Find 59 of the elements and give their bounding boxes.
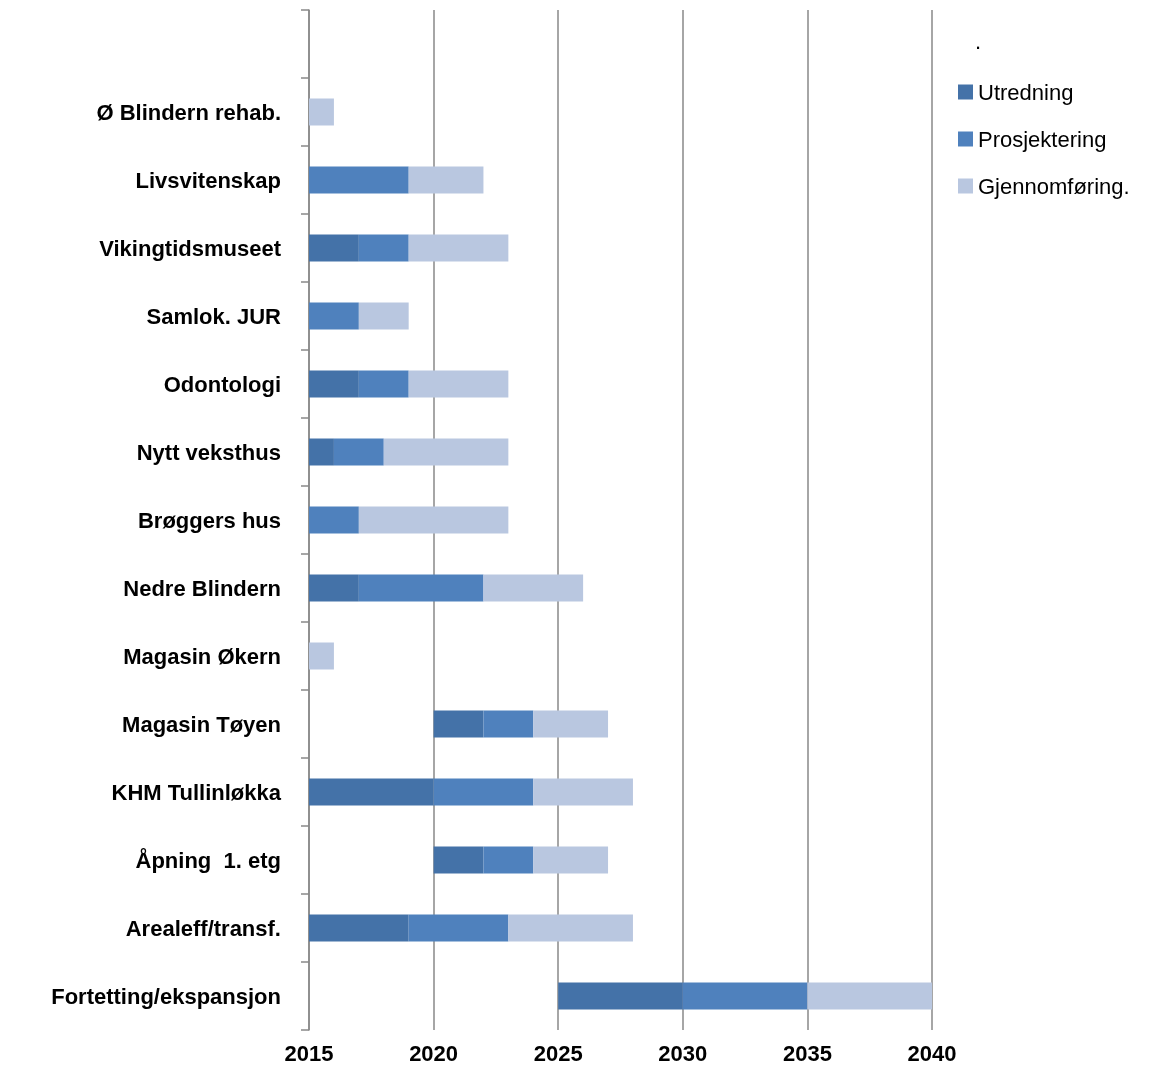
x-tick-label: 2015 [284,1040,334,1066]
bar [309,642,334,670]
bar [358,574,484,602]
y-tick-label: Magasin Tøyen [122,711,281,737]
bar [533,778,633,806]
bar [309,302,359,330]
bar [309,438,334,466]
legend-label: Prosjektering [978,126,1107,152]
x-tick-label: 2030 [658,1040,708,1066]
bar [408,166,484,194]
y-tick-label: Magasin Økern [123,643,281,669]
bar [682,982,808,1010]
bar [358,506,509,534]
bar [408,914,509,942]
bar [483,846,534,874]
bar [483,710,534,738]
y-tick-label: Fortetting/ekspansjon [51,983,281,1009]
y-tick-label: Brøggers hus [137,507,281,533]
bar [533,710,609,738]
bar [309,370,359,398]
y-tick-label: Nytt veksthus [136,439,281,465]
y-tick-label: Samlok. JUR [146,303,282,329]
bar [309,574,359,602]
bar [408,370,509,398]
bar [433,846,484,874]
bar [333,438,384,466]
x-tick-label: 2040 [907,1040,957,1066]
bar [309,914,409,942]
x-tick-label: 2020 [409,1040,459,1066]
y-tick-label: Nedre Blindern [123,575,281,601]
y-tick-label: Odontologi [163,371,281,397]
y-tick-label: KHM Tullinløkka [111,779,282,805]
bar [483,574,584,602]
bar [807,982,932,1010]
legend-label: Gjennomføring. [978,173,1130,199]
x-tick-label: 2025 [533,1040,583,1066]
bar [309,778,434,806]
x-tick-label: 2035 [782,1040,832,1066]
bar [533,846,609,874]
bar [309,98,334,126]
bar [309,166,409,194]
bar [558,982,683,1010]
bar [358,234,409,262]
bar [358,302,409,330]
y-tick-label: Vikingtidsmuseet [99,235,282,261]
bar [383,438,509,466]
bar [433,778,534,806]
bar [508,914,633,942]
y-tick-label: Åpning 1. etg [135,846,281,873]
bar [408,234,509,262]
bar [309,506,359,534]
y-tick-label: Ø Blindern rehab. [96,99,281,125]
text: . [975,28,982,54]
bar [358,370,409,398]
bar [433,710,484,738]
bar [309,234,359,262]
legend-label: Utredning [978,79,1074,105]
y-tick-label: Arealeff/transf. [125,915,281,941]
y-tick-label: Livsvitenskap [135,167,281,193]
